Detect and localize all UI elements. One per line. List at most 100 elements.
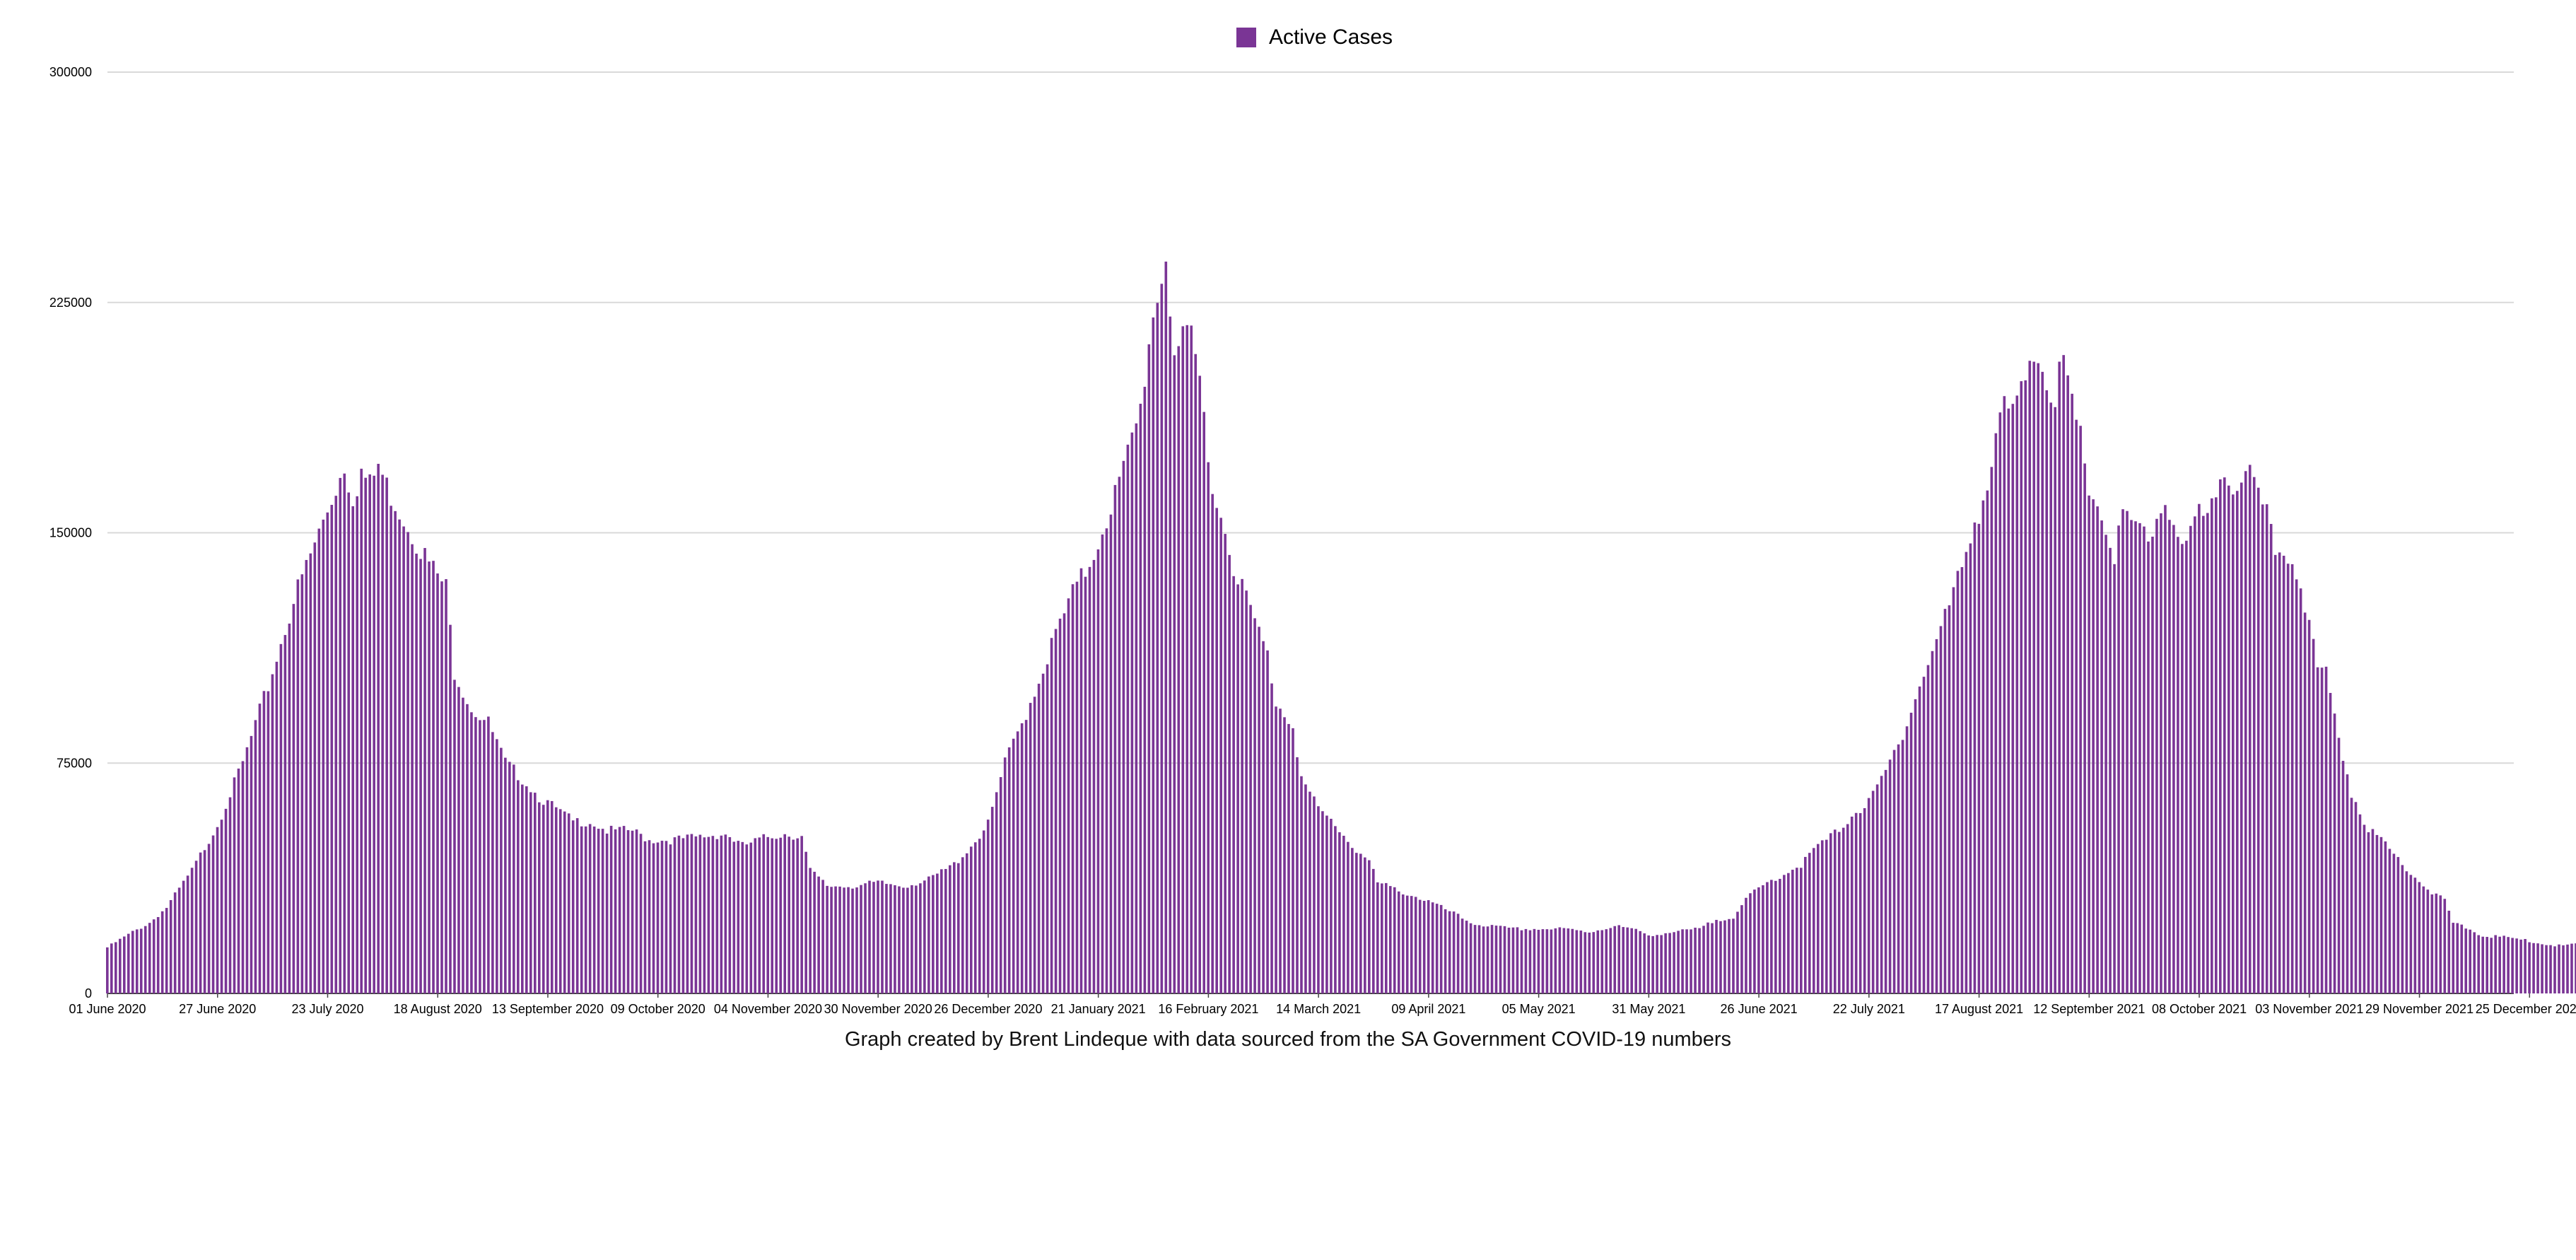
bar [1685, 929, 1688, 993]
bar [2100, 520, 2103, 993]
bar [394, 511, 397, 993]
bar [868, 880, 871, 993]
bar [1609, 928, 1612, 993]
bar [2223, 477, 2226, 993]
bar [796, 838, 799, 993]
bar [1977, 523, 1981, 993]
bar [1338, 832, 1341, 993]
bar [1918, 686, 1921, 993]
bar [2303, 612, 2307, 993]
bar [2024, 380, 2027, 993]
bar [127, 933, 130, 993]
bar [2447, 911, 2451, 993]
bar [1719, 921, 1722, 993]
bar [711, 836, 715, 993]
bar [2464, 928, 2468, 993]
bar [1253, 618, 1256, 993]
bar [436, 573, 439, 993]
bar [139, 928, 143, 993]
bar [1812, 848, 1815, 993]
bar [1753, 889, 1756, 993]
bar [2269, 523, 2273, 993]
bar [296, 579, 300, 993]
bar [1003, 757, 1007, 993]
bar [173, 892, 177, 993]
bar [1677, 931, 1680, 993]
bar [703, 837, 706, 993]
bar [275, 661, 279, 993]
bar [2316, 667, 2319, 993]
bar [762, 834, 766, 993]
x-tick-label: 30 November 2020 [824, 1002, 932, 1016]
bar [609, 825, 613, 993]
bar [267, 691, 270, 993]
y-tick-label: 225000 [49, 296, 92, 310]
bar [1418, 899, 1422, 993]
bar [2143, 526, 2145, 993]
bar [1622, 927, 1625, 993]
bar [660, 841, 664, 993]
bar [521, 784, 524, 993]
bar [1422, 901, 1426, 993]
bar [1012, 738, 1015, 993]
bar [1914, 699, 1917, 993]
bar [558, 809, 562, 993]
bar [317, 528, 321, 993]
bar [2160, 513, 2162, 993]
bar [1588, 932, 1591, 993]
bar [2396, 857, 2400, 993]
bar [1262, 641, 1265, 993]
bar [698, 834, 702, 993]
x-tick-label: 09 April 2021 [1391, 1002, 1465, 1016]
bar [2202, 515, 2205, 993]
bar [2392, 853, 2396, 993]
bar [1842, 827, 1845, 993]
bar [2286, 564, 2290, 993]
bar [1067, 598, 1070, 993]
bar [1016, 731, 1019, 993]
bar [2350, 798, 2353, 993]
bar [1024, 720, 1028, 993]
bar [588, 824, 592, 993]
bar [1207, 462, 1210, 993]
x-tick-label: 26 June 2021 [1721, 1002, 1798, 1016]
y-tick-label: 300000 [49, 65, 92, 79]
bar [462, 697, 464, 993]
bar [690, 834, 693, 993]
bar [2109, 547, 2112, 993]
bar [1884, 769, 1887, 993]
bar [821, 880, 824, 993]
bar [1393, 887, 1396, 993]
bar [1702, 926, 1705, 993]
bar [877, 880, 879, 993]
bar [1169, 316, 1172, 993]
bar [1533, 928, 1536, 993]
bar [292, 604, 295, 993]
bar [1986, 490, 1989, 993]
bar [1905, 726, 1909, 993]
bar [1325, 815, 1328, 993]
bar [715, 839, 719, 993]
bar [114, 942, 117, 993]
bar [309, 553, 312, 993]
bar [1664, 933, 1667, 993]
bar [2231, 494, 2235, 993]
bar [681, 838, 685, 993]
bar [1766, 882, 1769, 993]
bar [783, 834, 786, 993]
bar [1355, 853, 1358, 993]
bar [1524, 928, 1528, 993]
chart-legend: Active Cases [0, 25, 2576, 53]
bar [1469, 923, 1473, 993]
bar [131, 931, 134, 993]
bar [2290, 564, 2294, 993]
bar [2168, 520, 2171, 993]
bar [541, 805, 545, 993]
bar [364, 477, 367, 993]
bar [2215, 497, 2218, 993]
bar [1058, 618, 1062, 993]
bar [343, 473, 346, 993]
bar [809, 868, 812, 993]
bar [182, 880, 185, 993]
bar [398, 519, 401, 993]
